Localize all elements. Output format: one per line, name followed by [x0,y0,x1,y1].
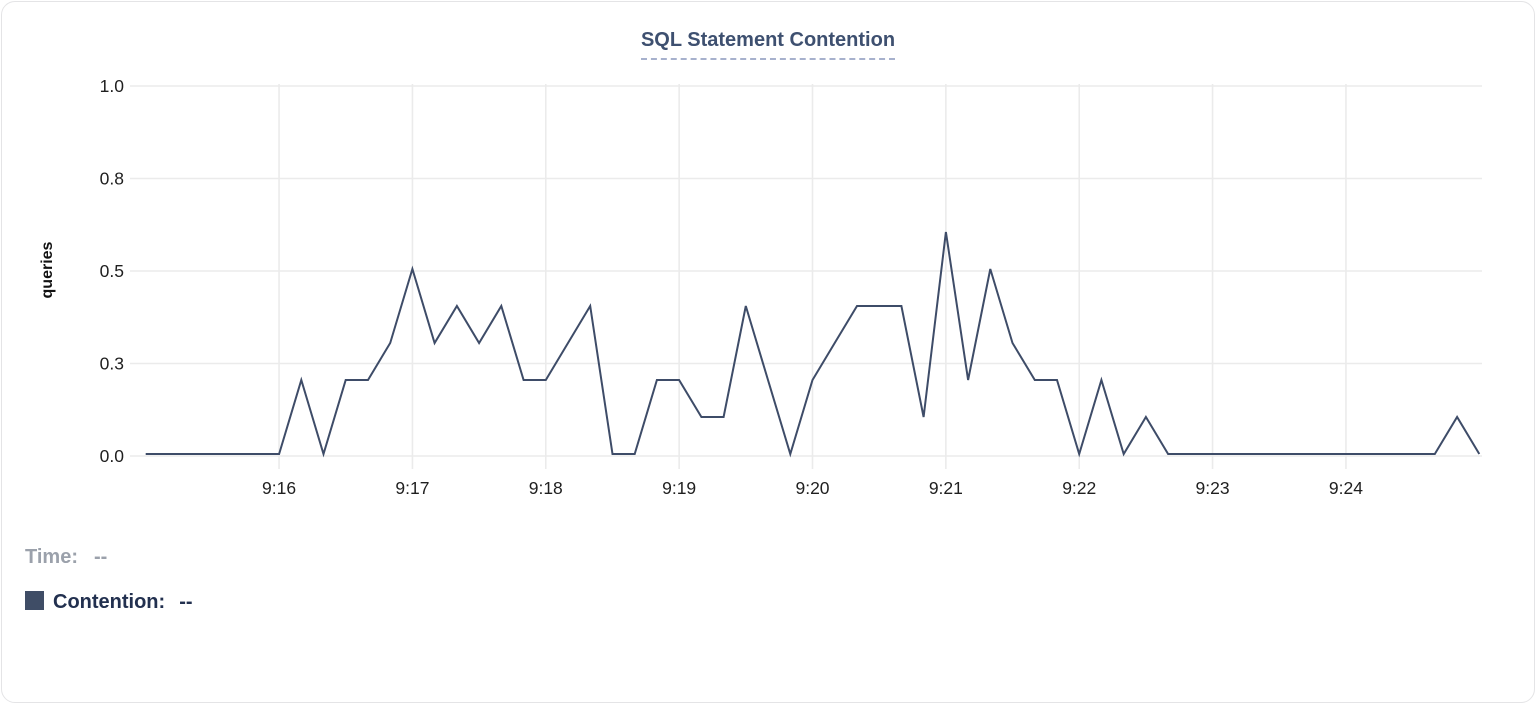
y-axis-label: queries [39,241,56,298]
x-tick-label: 9:23 [1196,478,1230,498]
y-tick-label: 0.3 [100,354,124,374]
x-tick-label: 9:17 [395,478,429,498]
y-tick-label: 0.0 [100,446,125,466]
x-tick-label: 9:24 [1329,478,1363,498]
legend-contention-value: -- [179,591,193,613]
y-tick-label: 0.5 [100,261,124,281]
x-tick-label: 9:19 [662,478,696,498]
contention-chart-plot[interactable]: 1.0 0.8 0.5 0.3 0.0 9:16 9:17 9:18 9:19 9:20 9:21 9… [2,2,1536,654]
x-tick-label: 9:22 [1062,478,1096,498]
legend-time-label: Time: [25,546,78,568]
chart-header: SQL Statement Contention [2,29,1534,60]
x-tick-label: 9:16 [262,478,296,498]
x-tick-label: 9:18 [529,478,563,498]
legend-contention-row: Contention: -- [25,591,193,614]
contention-swatch-icon [25,591,44,610]
legend-time-row: Time: -- [25,546,107,569]
legend-time-value: -- [93,546,108,568]
y-tick-label: 0.8 [100,169,124,189]
x-tick-label: 9:21 [929,478,963,498]
chart-title[interactable]: SQL Statement Contention [640,29,896,60]
contention-line [145,231,1481,458]
x-tick-label: 9:20 [795,478,829,498]
y-tick-label: 1.0 [100,76,125,96]
legend-contention-label: Contention: [53,591,166,613]
